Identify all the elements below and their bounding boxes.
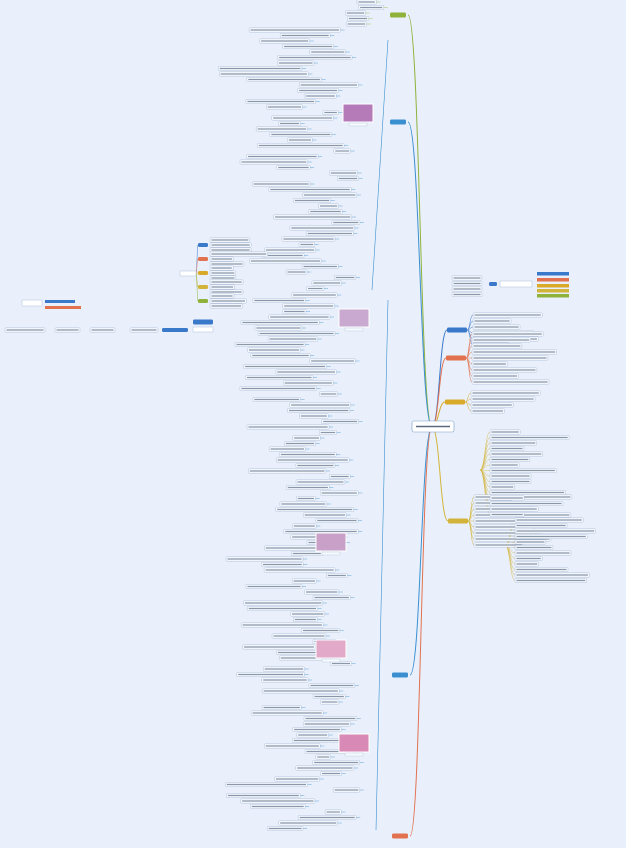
topic-node: [392, 672, 408, 678]
side-topic: [192, 326, 214, 333]
topic-node: [446, 355, 466, 361]
figure-caption: [344, 752, 364, 757]
figure: [342, 103, 374, 123]
topic-node: [489, 282, 497, 286]
leaf-nodes: [4, 0, 596, 831]
edge: [195, 258, 199, 274]
topic-node: [198, 271, 208, 275]
figure-caption: [321, 658, 341, 663]
topic-node: [448, 518, 468, 524]
topic-node: [193, 319, 213, 325]
figures: [315, 103, 374, 757]
edge: [465, 357, 473, 383]
figure-caption: [348, 122, 368, 127]
figure: [338, 308, 370, 328]
legend-node: [499, 280, 533, 288]
legend-swatch: [537, 272, 569, 276]
edge: [467, 520, 475, 546]
main-nodes: [21, 12, 569, 839]
figure: [315, 532, 347, 552]
edge: [464, 401, 472, 412]
figure-caption: [321, 551, 341, 556]
topic-node: [198, 257, 208, 261]
topic-node: [445, 399, 465, 405]
figure: [338, 733, 370, 753]
edge: [409, 426, 433, 676]
spine: [375, 299, 389, 831]
edge: [407, 121, 433, 428]
topic-node: [198, 285, 208, 289]
topic-node: [392, 833, 408, 839]
figure: [315, 639, 347, 659]
edge: [195, 272, 199, 302]
edge: [409, 426, 433, 837]
topic-node: [198, 243, 208, 247]
legend-swatch: [45, 300, 75, 303]
topic-node: [198, 299, 208, 303]
side-topic: [179, 270, 197, 277]
topic-node: [390, 12, 406, 18]
topic-node: [162, 328, 188, 332]
topic-node: [447, 327, 467, 333]
side-topic: [21, 299, 43, 307]
edge: [407, 14, 433, 428]
topic-node: [390, 119, 406, 125]
figure-caption: [344, 327, 364, 332]
legend-swatch: [537, 289, 569, 293]
legend-swatch: [45, 306, 81, 309]
legend-swatch: [537, 278, 569, 282]
legend-swatch: [537, 284, 569, 288]
legend-swatch: [537, 294, 569, 298]
spine: [371, 39, 389, 291]
